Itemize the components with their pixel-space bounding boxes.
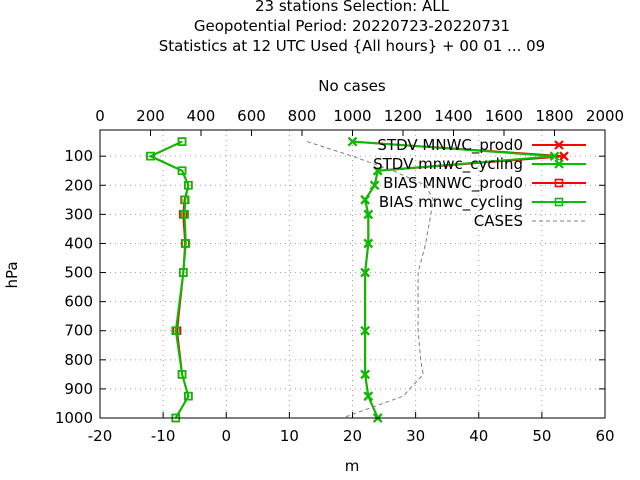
- legend-label: CASES: [474, 212, 523, 230]
- data-point-bias-mnwc-cycling: [177, 370, 187, 379]
- x-tick-label: -10: [151, 427, 176, 445]
- x2-tick-label: 1800: [535, 107, 573, 125]
- legend-item-stdv-mnwc-cycling: STDV mnwc_cycling: [373, 155, 586, 174]
- series-bias-mnwc-cycling: [146, 137, 193, 423]
- y-tick-label: 1000: [55, 409, 93, 427]
- data-point-bias-mnwc-cycling: [180, 210, 189, 219]
- chart-title-line-3: Statistics at 12 UTC Used {All hours} + …: [159, 37, 545, 55]
- series-group: [146, 136, 569, 423]
- data-point-stdv-mnwc-cycling: [549, 151, 560, 161]
- data-point-bias-mnwc-cycling: [177, 166, 187, 176]
- chart-title-line-1: 23 stations Selection: ALL: [255, 0, 450, 15]
- plot-frame: [99, 129, 606, 419]
- series-line-bias-mnwc-cycling: [148, 140, 190, 419]
- data-point-stdv-mnwc-cycling: [360, 267, 370, 278]
- x2-tick-label: 2000: [586, 107, 624, 125]
- data-point-bias-mnwc-cycling: [180, 195, 190, 205]
- data-point-bias-mnwc-cycling: [179, 268, 188, 277]
- y-axis-label: hPa: [3, 261, 21, 288]
- legend-label: BIAS MNWC_prod0: [383, 174, 523, 193]
- y-tick-label: 700: [64, 322, 93, 340]
- legend-marker: [554, 197, 564, 207]
- data-point-stdv-mnwc-cycling: [360, 195, 370, 205]
- x2-tick-label: 1000: [333, 107, 371, 125]
- y-tick-label: 900: [64, 380, 93, 398]
- x-tick-label: 10: [280, 427, 299, 445]
- chart-title-line-2: Geopotential Period: 20220723-20220731: [194, 17, 510, 35]
- data-point-stdv-mnwc-prod0: [559, 151, 569, 161]
- series-line-cases: [306, 141, 434, 419]
- y-tick-label: 100: [64, 147, 93, 165]
- ticks: -20 -10 0 10 20 30 40 50 600 200 400 600 800 1000 1200…: [55, 107, 624, 445]
- data-point-bias-mnwc-cycling: [171, 326, 181, 336]
- x-tick-label: 60: [595, 427, 614, 445]
- x-tick-label: 50: [532, 427, 551, 445]
- legend-label: STDV mnwc_cycling: [373, 155, 523, 174]
- data-point-stdv-mnwc-cycling: [363, 238, 374, 249]
- data-point-stdv-mnwc-cycling: [347, 136, 358, 147]
- data-point-bias-mnwc-cycling: [184, 391, 193, 401]
- y-tick-label: 300: [64, 205, 93, 223]
- x2-tick-label: 200: [136, 107, 165, 125]
- y-tick-label: 400: [64, 234, 93, 252]
- x2-axis-label: No cases: [318, 77, 386, 95]
- x2-tick-label: 600: [237, 107, 266, 125]
- series-bias-mnwc-prod0: [146, 137, 193, 423]
- data-point-stdv-mnwc-cycling: [363, 391, 374, 401]
- data-point-stdv-mnwc-cycling: [363, 209, 374, 220]
- legend-marker: [554, 159, 564, 169]
- y-tick-label: 200: [64, 176, 93, 194]
- x-tick-label: 30: [406, 427, 425, 445]
- legend-label: STDV MNWC_prod0: [377, 136, 523, 155]
- series-cases: [306, 141, 434, 419]
- x2-tick-label: 1200: [384, 107, 422, 125]
- x-tick-label: -20: [88, 427, 113, 445]
- data-point-bias-mnwc-cycling: [181, 239, 191, 248]
- legend-item-stdv-mnwc-prod0: STDV MNWC_prod0: [377, 136, 586, 155]
- x2-tick-label: 800: [288, 107, 317, 125]
- x-tick-label: 40: [469, 427, 488, 445]
- x2-tick-label: 1600: [485, 107, 523, 125]
- y-tick-label: 500: [64, 264, 93, 282]
- legend-item-bias-mnwc-prod0: BIAS MNWC_prod0: [383, 174, 586, 193]
- legend-label: BIAS mnwc_cycling: [379, 193, 523, 212]
- y-tick-label: 600: [64, 293, 93, 311]
- x-axis-label: m: [345, 457, 360, 475]
- data-point-stdv-mnwc-cycling: [360, 369, 370, 380]
- series-line-stdv-mnwc-cycling: [352, 140, 555, 419]
- x-tick-label: 0: [221, 427, 231, 445]
- data-point-bias-mnwc-cycling: [184, 180, 193, 190]
- legend-marker: [554, 140, 564, 150]
- data-point-stdv-mnwc-cycling: [360, 325, 370, 336]
- data-point-bias-mnwc-cycling: [146, 151, 155, 161]
- x2-tick-label: 1400: [434, 107, 472, 125]
- x-tick-label: 20: [343, 427, 362, 445]
- data-point-bias-mnwc-cycling: [177, 137, 187, 146]
- data-point-stdv-mnwc-cycling: [369, 180, 380, 191]
- x2-tick-label: 0: [95, 107, 105, 125]
- legend-item-cases: CASES: [474, 212, 586, 230]
- legend-item-bias-mnwc-cycling: BIAS mnwc_cycling: [379, 193, 586, 212]
- legend-marker: [554, 178, 564, 188]
- x2-tick-label: 400: [187, 107, 216, 125]
- grid: [100, 130, 605, 418]
- y-tick-label: 800: [64, 351, 93, 369]
- data-point-stdv-mnwc-cycling: [372, 165, 383, 176]
